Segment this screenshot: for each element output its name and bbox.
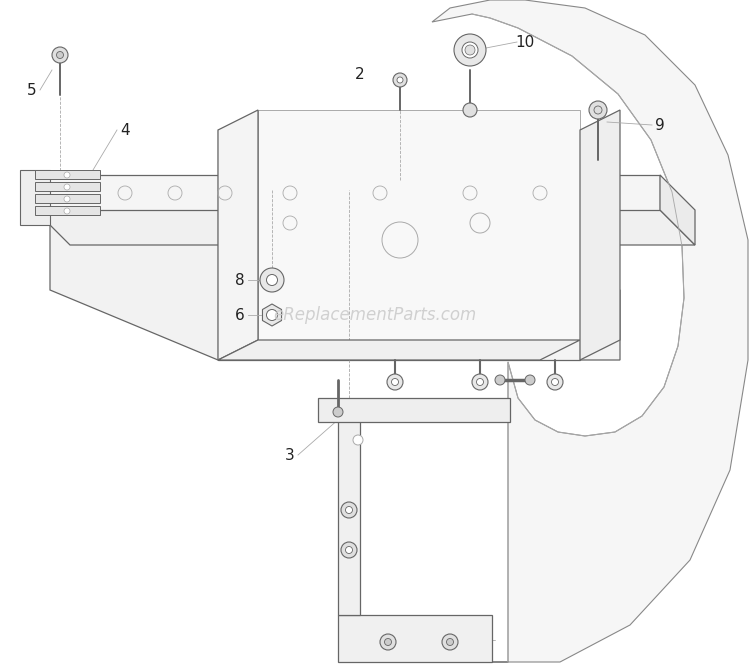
Polygon shape	[258, 110, 580, 340]
Circle shape	[547, 374, 563, 390]
Polygon shape	[218, 130, 580, 360]
Polygon shape	[318, 398, 510, 422]
Text: 3: 3	[285, 448, 295, 462]
Circle shape	[387, 374, 403, 390]
Circle shape	[64, 208, 70, 214]
Text: 4: 4	[120, 123, 130, 137]
Circle shape	[346, 507, 352, 513]
Circle shape	[341, 502, 357, 518]
Circle shape	[64, 196, 70, 202]
Polygon shape	[432, 0, 748, 662]
Polygon shape	[338, 410, 360, 615]
Polygon shape	[262, 304, 281, 326]
Circle shape	[525, 375, 535, 385]
Polygon shape	[35, 194, 100, 203]
Circle shape	[64, 172, 70, 178]
Circle shape	[442, 634, 458, 650]
Circle shape	[393, 73, 407, 87]
Text: 10: 10	[515, 34, 535, 50]
Circle shape	[454, 34, 486, 66]
Polygon shape	[218, 340, 580, 360]
Circle shape	[333, 407, 343, 417]
Circle shape	[260, 268, 284, 292]
Text: 9: 9	[655, 117, 664, 133]
Circle shape	[495, 375, 505, 385]
Text: eReplacementParts.com: eReplacementParts.com	[273, 306, 477, 324]
Circle shape	[476, 379, 484, 385]
Text: 6: 6	[236, 308, 244, 322]
Circle shape	[463, 103, 477, 117]
Polygon shape	[580, 110, 620, 360]
Circle shape	[594, 106, 602, 114]
Circle shape	[589, 101, 607, 119]
Circle shape	[380, 634, 396, 650]
Circle shape	[472, 374, 488, 390]
Polygon shape	[20, 170, 50, 225]
Circle shape	[353, 435, 363, 445]
Circle shape	[266, 275, 278, 285]
Text: 5: 5	[27, 82, 37, 98]
Circle shape	[397, 77, 403, 83]
Circle shape	[385, 639, 392, 645]
Polygon shape	[338, 615, 492, 662]
Polygon shape	[50, 220, 620, 360]
Circle shape	[346, 547, 352, 553]
Circle shape	[266, 310, 278, 320]
Circle shape	[52, 47, 68, 63]
Polygon shape	[35, 182, 100, 191]
Polygon shape	[35, 210, 695, 245]
Polygon shape	[35, 206, 100, 215]
Polygon shape	[218, 110, 258, 360]
Circle shape	[392, 379, 398, 385]
Text: 2: 2	[356, 66, 364, 82]
Circle shape	[446, 639, 454, 645]
Circle shape	[341, 542, 357, 558]
Circle shape	[56, 52, 64, 58]
Circle shape	[551, 379, 559, 385]
Text: 8: 8	[236, 273, 244, 287]
Polygon shape	[35, 170, 100, 179]
Circle shape	[462, 42, 478, 58]
Polygon shape	[660, 175, 695, 245]
Circle shape	[64, 184, 70, 190]
Circle shape	[465, 45, 475, 55]
Polygon shape	[35, 175, 660, 210]
